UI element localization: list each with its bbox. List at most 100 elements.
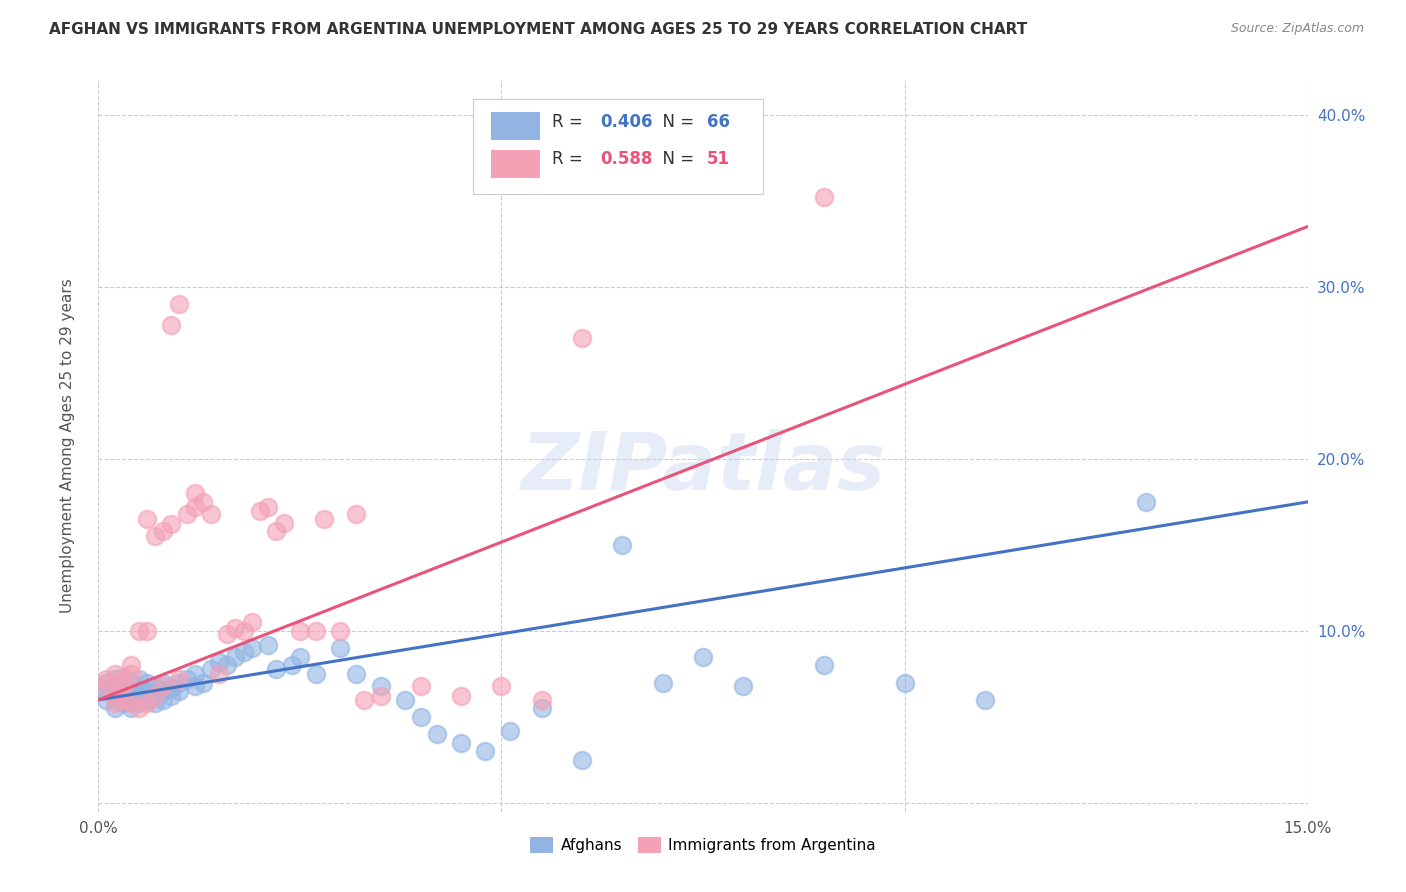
Afghans (135, 684, 157, 698)
Afghans (96, 693, 118, 707)
Afghans (103, 690, 125, 704)
Immigrants from Argentina (143, 529, 166, 543)
Immigrants from Argentina (273, 516, 295, 530)
Text: R =: R = (551, 150, 588, 169)
Afghans (160, 681, 183, 695)
Afghans (128, 682, 150, 697)
Afghans (305, 667, 328, 681)
FancyBboxPatch shape (492, 112, 540, 140)
Afghans (120, 693, 142, 707)
Immigrants from Argentina (160, 517, 183, 532)
Immigrants from Argentina (314, 512, 336, 526)
Immigrants from Argentina (176, 507, 198, 521)
Immigrants from Argentina (288, 624, 311, 638)
Text: 51: 51 (707, 150, 730, 169)
Immigrants from Argentina (232, 624, 254, 638)
Legend: Afghans, Immigrants from Argentina: Afghans, Immigrants from Argentina (524, 830, 882, 859)
Immigrants from Argentina (103, 690, 125, 704)
Immigrants from Argentina (152, 679, 174, 693)
Immigrants from Argentina (167, 672, 190, 686)
Immigrants from Argentina (96, 672, 118, 686)
Immigrants from Argentina (184, 500, 207, 514)
Afghans (409, 710, 432, 724)
Afghans (128, 672, 150, 686)
Afghans (111, 688, 134, 702)
Afghans (120, 684, 142, 698)
Immigrants from Argentina (96, 679, 118, 693)
Afghans (612, 538, 634, 552)
Afghans (530, 701, 553, 715)
Immigrants from Argentina (217, 627, 239, 641)
Immigrants from Argentina (208, 667, 231, 681)
Afghans (200, 662, 222, 676)
Afghans (571, 753, 593, 767)
Immigrants from Argentina (135, 696, 157, 710)
Afghans (103, 701, 125, 715)
Afghans (813, 658, 835, 673)
Immigrants from Argentina (305, 624, 328, 638)
Text: N =: N = (652, 113, 700, 131)
FancyBboxPatch shape (474, 99, 763, 194)
Immigrants from Argentina (128, 624, 150, 638)
Immigrants from Argentina (224, 621, 246, 635)
Immigrants from Argentina (111, 672, 134, 686)
Immigrants from Argentina (409, 679, 432, 693)
Afghans (208, 655, 231, 669)
Immigrants from Argentina (264, 524, 287, 539)
Text: ZIPatlas: ZIPatlas (520, 429, 886, 507)
Afghans (692, 649, 714, 664)
Immigrants from Argentina (240, 615, 263, 630)
Text: 0.588: 0.588 (600, 150, 652, 169)
Immigrants from Argentina (184, 486, 207, 500)
Immigrants from Argentina (143, 690, 166, 704)
Immigrants from Argentina (200, 507, 222, 521)
Afghans (281, 658, 304, 673)
Text: R =: R = (551, 113, 588, 131)
Afghans (344, 667, 367, 681)
Afghans (96, 684, 118, 698)
Immigrants from Argentina (450, 690, 472, 704)
Afghans (152, 675, 174, 690)
Afghans (143, 696, 166, 710)
Afghans (167, 675, 190, 690)
Afghans (120, 701, 142, 715)
Afghans (329, 641, 352, 656)
Immigrants from Argentina (103, 696, 125, 710)
Afghans (893, 675, 915, 690)
Immigrants from Argentina (249, 503, 271, 517)
Afghans (111, 671, 134, 685)
Immigrants from Argentina (256, 500, 278, 514)
Immigrants from Argentina (353, 693, 375, 707)
Afghans (240, 641, 263, 656)
Text: AFGHAN VS IMMIGRANTS FROM ARGENTINA UNEMPLOYMENT AMONG AGES 25 TO 29 YEARS CORRE: AFGHAN VS IMMIGRANTS FROM ARGENTINA UNEM… (49, 22, 1028, 37)
Afghans (288, 649, 311, 664)
Immigrants from Argentina (571, 331, 593, 345)
Afghans (120, 675, 142, 690)
Afghans (143, 690, 166, 704)
Immigrants from Argentina (329, 624, 352, 638)
Afghans (256, 638, 278, 652)
Afghans (426, 727, 449, 741)
Afghans (232, 645, 254, 659)
Afghans (224, 649, 246, 664)
Text: 0.406: 0.406 (600, 113, 652, 131)
Immigrants from Argentina (111, 693, 134, 707)
Afghans (370, 679, 392, 693)
Afghans (152, 693, 174, 707)
Afghans (111, 679, 134, 693)
Immigrants from Argentina (530, 693, 553, 707)
Afghans (1135, 495, 1157, 509)
Immigrants from Argentina (103, 667, 125, 681)
Afghans (974, 693, 997, 707)
Afghans (733, 679, 755, 693)
Afghans (217, 658, 239, 673)
Afghans (103, 679, 125, 693)
Immigrants from Argentina (152, 524, 174, 539)
Immigrants from Argentina (135, 512, 157, 526)
Immigrants from Argentina (813, 190, 835, 204)
Afghans (143, 679, 166, 693)
Afghans (394, 693, 416, 707)
Immigrants from Argentina (193, 495, 215, 509)
Afghans (152, 684, 174, 698)
Afghans (498, 723, 520, 738)
